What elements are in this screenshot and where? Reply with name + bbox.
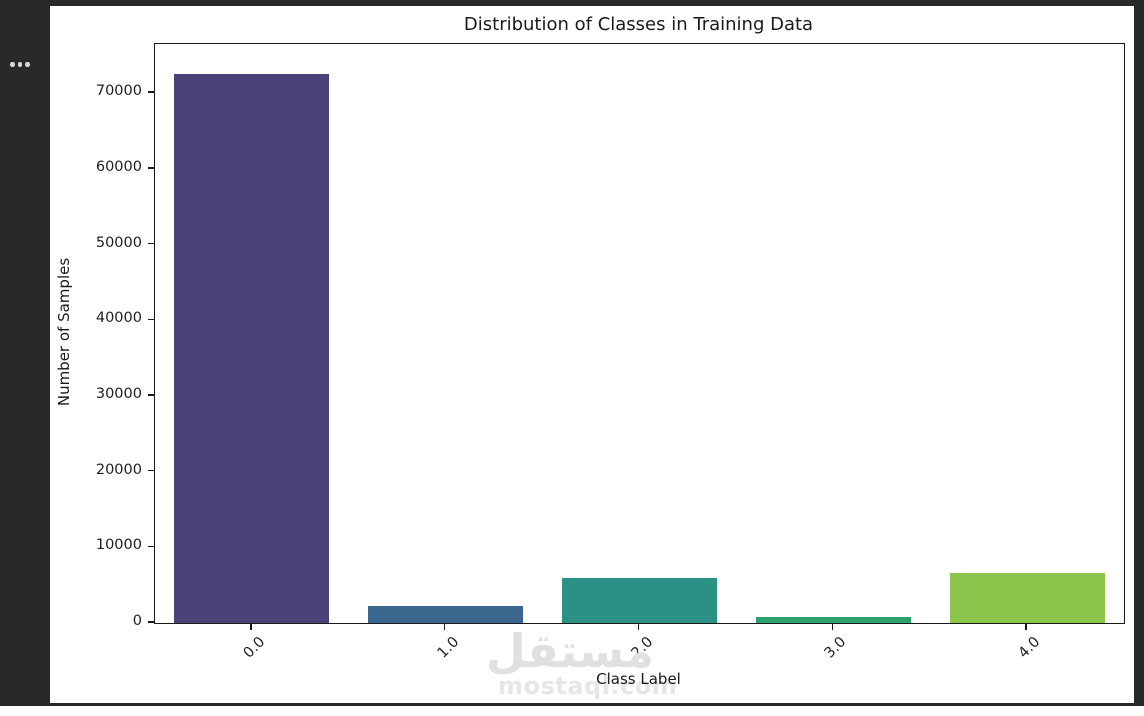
chart-title: Distribution of Classes in Training Data — [463, 14, 814, 35]
y-tick-label: 60000 — [95, 158, 142, 175]
bar-class-3.0 — [755, 616, 911, 623]
x-axis-label: Class Label — [596, 670, 681, 688]
y-tick-mark — [148, 394, 154, 396]
bar-class-1.0 — [368, 606, 524, 623]
y-tick-mark — [148, 545, 154, 548]
watermark-latin-text: mostaql.com — [498, 672, 678, 700]
chart-figure: Distribution of Classes in Training Data… — [50, 6, 1134, 703]
y-tick-mark — [148, 469, 154, 472]
y-axis-label: Number of Samples — [55, 257, 73, 407]
bar-class-2.0 — [561, 578, 717, 623]
y-tick-label: 40000 — [95, 310, 142, 327]
y-tick-mark — [148, 621, 154, 623]
dot — [17, 62, 22, 67]
y-tick-label: 70000 — [95, 83, 142, 100]
y-tick-mark — [148, 242, 154, 245]
x-tick-mark — [637, 623, 640, 630]
y-tick-label: 50000 — [95, 234, 142, 251]
more-options-icon[interactable] — [10, 62, 30, 67]
x-tick-mark — [1025, 623, 1027, 630]
watermark-arabic-text: مستقل — [485, 624, 655, 678]
y-tick-mark — [148, 167, 154, 169]
x-tick-mark — [443, 623, 446, 630]
dot — [10, 62, 15, 67]
y-tick-label: 10000 — [95, 537, 142, 554]
bar-class-0.0 — [174, 74, 330, 623]
y-tick-label: 20000 — [95, 461, 142, 478]
y-tick-label: 30000 — [95, 385, 142, 402]
x-tick-mark — [831, 623, 834, 630]
y-tick-mark — [148, 91, 154, 93]
plot-area — [154, 43, 1125, 624]
dot — [25, 62, 30, 67]
bar-class-4.0 — [949, 573, 1105, 623]
y-tick-label: 0 — [132, 613, 142, 629]
y-tick-mark — [148, 318, 154, 320]
x-tick-mark — [250, 623, 252, 630]
